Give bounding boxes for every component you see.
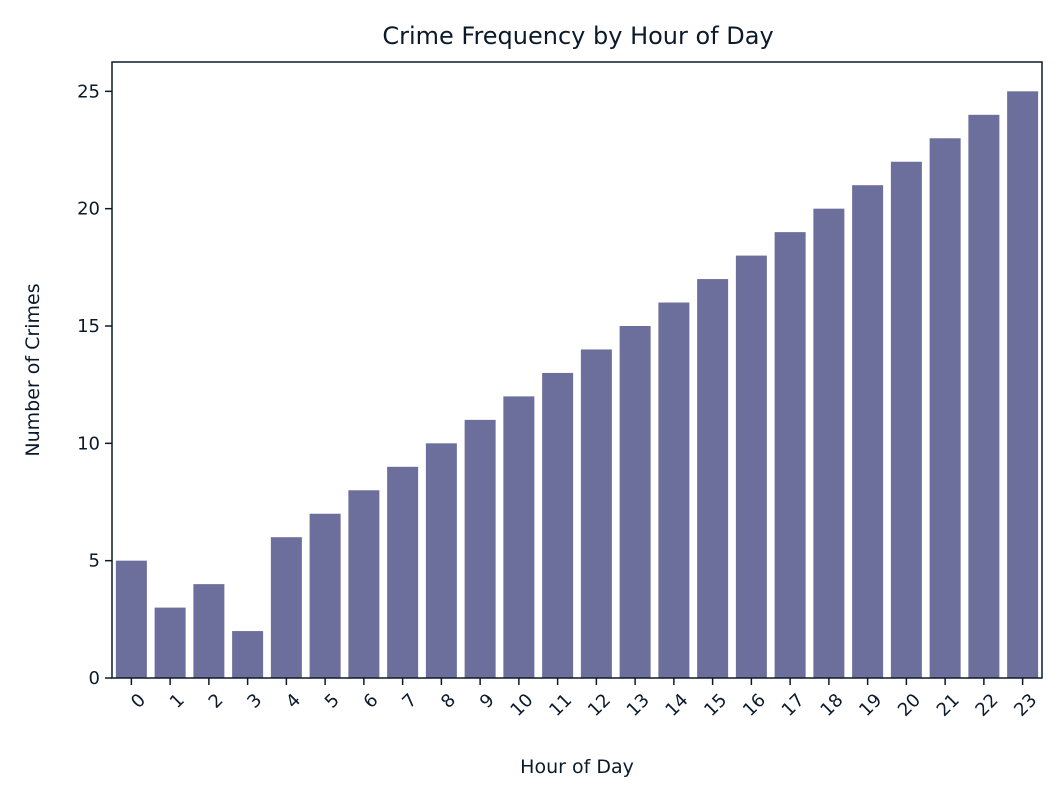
chart-title: Crime Frequency by Hour of Day bbox=[382, 22, 773, 50]
x-tick-label: 16 bbox=[739, 690, 770, 721]
x-tick-label: 17 bbox=[778, 690, 809, 721]
x-tick-label: 8 bbox=[437, 690, 460, 713]
bar-hour-20 bbox=[890, 161, 922, 678]
bar-hour-5 bbox=[309, 513, 341, 678]
x-tick-label: 18 bbox=[816, 690, 847, 721]
x-axis-label: Hour of Day bbox=[520, 756, 634, 778]
x-tick-label: 11 bbox=[545, 690, 576, 721]
x-tick-label: 10 bbox=[506, 690, 537, 721]
bar-hour-16 bbox=[735, 255, 767, 678]
x-tick-label: 2 bbox=[205, 690, 228, 713]
x-tick-label: 1 bbox=[166, 690, 189, 713]
y-tick-label: 0 bbox=[89, 668, 100, 689]
x-tick-label: 20 bbox=[894, 690, 925, 721]
bar-hour-8 bbox=[425, 443, 457, 678]
x-tick-label: 9 bbox=[476, 690, 499, 713]
x-tick-label: 13 bbox=[623, 690, 654, 721]
y-tick-label: 20 bbox=[77, 199, 100, 220]
plot-frame bbox=[111, 61, 1043, 679]
bar-hour-22 bbox=[968, 114, 1000, 679]
y-tick-label: 25 bbox=[77, 81, 100, 102]
bar-hour-6 bbox=[348, 490, 380, 678]
y-axis-ticks: 0 5 10 15 20 25 bbox=[77, 81, 112, 689]
bar-hour-19 bbox=[852, 185, 884, 678]
x-tick-label: 14 bbox=[661, 690, 692, 721]
bars-group bbox=[115, 91, 1039, 679]
bar-hour-17 bbox=[774, 232, 806, 678]
bar-hour-14 bbox=[658, 302, 690, 678]
x-tick-label: 5 bbox=[321, 690, 344, 713]
y-tick-label: 15 bbox=[77, 316, 100, 337]
x-tick-label: 3 bbox=[243, 690, 266, 713]
y-tick-label: 10 bbox=[77, 433, 100, 454]
x-tick-label: 23 bbox=[1010, 690, 1041, 721]
x-tick-label: 21 bbox=[933, 690, 964, 721]
bar-hour-12 bbox=[580, 349, 612, 678]
x-tick-label: 4 bbox=[282, 690, 305, 713]
x-tick-label: 12 bbox=[584, 690, 615, 721]
x-tick-label: 15 bbox=[700, 690, 731, 721]
bar-hour-11 bbox=[542, 372, 574, 678]
x-tick-label: 0 bbox=[127, 690, 150, 713]
bar-hour-18 bbox=[813, 208, 845, 678]
bar-hour-2 bbox=[193, 584, 225, 678]
x-tick-label: 7 bbox=[398, 690, 421, 713]
y-tick-label: 5 bbox=[89, 551, 100, 572]
bar-hour-10 bbox=[503, 396, 535, 678]
y-axis-label: Number of Crimes bbox=[22, 283, 44, 456]
bar-hour-0 bbox=[115, 560, 147, 678]
bar-hour-23 bbox=[1007, 91, 1039, 679]
bar-hour-9 bbox=[464, 419, 496, 678]
x-axis-ticks: 0 1 2 3 4 5 6 7 8 9 10 11 12 13 14 15 16 17 18 19 20 21 22 23 bbox=[127, 678, 1041, 721]
bar-hour-4 bbox=[270, 537, 302, 678]
bar-hour-13 bbox=[619, 326, 651, 678]
bar-hour-21 bbox=[929, 138, 961, 678]
bar-hour-15 bbox=[697, 279, 729, 678]
x-tick-label: 22 bbox=[971, 690, 1002, 721]
x-tick-label: 6 bbox=[360, 690, 383, 713]
bar-hour-3 bbox=[232, 631, 264, 678]
bar-hour-7 bbox=[387, 466, 419, 678]
x-tick-label: 19 bbox=[855, 690, 886, 721]
bar-hour-1 bbox=[154, 607, 186, 678]
